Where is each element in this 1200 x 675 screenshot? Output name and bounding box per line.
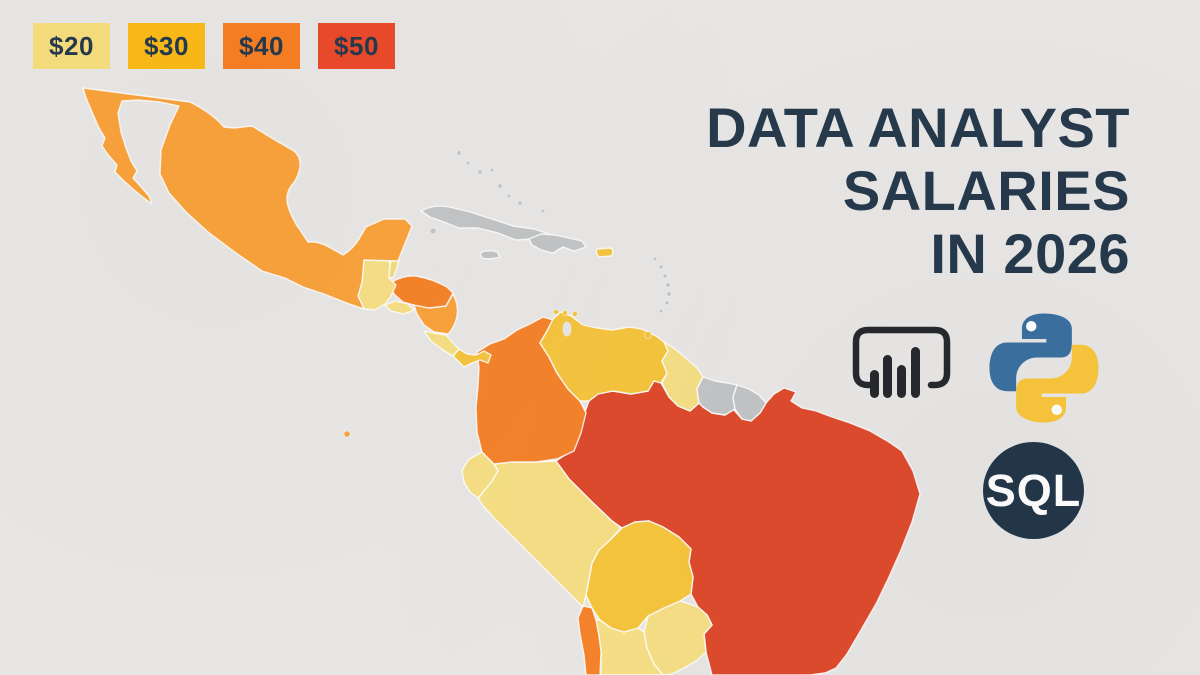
python-icon bbox=[989, 313, 1099, 423]
legend-label-50: $50 bbox=[334, 30, 379, 61]
country-cuba bbox=[420, 205, 559, 243]
lake-maracaibo bbox=[562, 321, 572, 337]
lesser-antilles-islands bbox=[652, 256, 672, 314]
island-puerto-rico bbox=[595, 247, 614, 258]
title-line-1: DATA ANALYST bbox=[706, 96, 1130, 159]
title-line-2: SALARIES bbox=[842, 159, 1130, 222]
legend-label-20: $20 bbox=[49, 30, 94, 61]
country-chile bbox=[577, 605, 602, 675]
country-paraguay bbox=[643, 600, 713, 675]
abc-islands bbox=[553, 309, 578, 317]
island-hispaniola bbox=[528, 233, 587, 254]
legend-swatch-50: $50 bbox=[318, 23, 395, 69]
legend-label-30: $30 bbox=[144, 30, 189, 61]
country-panama bbox=[452, 348, 492, 368]
legend-swatch-20: $20 bbox=[33, 23, 110, 69]
page-title: DATA ANALYST SALARIES IN 2026 bbox=[706, 96, 1130, 285]
country-french-guiana bbox=[732, 384, 767, 422]
legend-swatch-30: $30 bbox=[128, 23, 205, 69]
island-jamaica bbox=[479, 250, 501, 260]
python-eye-bottom bbox=[1051, 404, 1062, 415]
legend-label-40: $40 bbox=[239, 30, 284, 61]
country-nicaragua bbox=[413, 293, 459, 335]
power-bi-icon bbox=[852, 326, 951, 398]
country-honduras bbox=[388, 275, 454, 309]
country-costa-rica bbox=[423, 330, 460, 357]
country-guyana bbox=[661, 341, 704, 412]
sql-label: SQL bbox=[985, 464, 1082, 516]
country-colombia bbox=[475, 316, 587, 465]
island-galapagos bbox=[343, 430, 351, 438]
island-trinidad bbox=[644, 331, 652, 339]
country-mexico bbox=[82, 87, 413, 310]
salary-legend: $20 $30 $40 $50 bbox=[33, 23, 395, 69]
sql-badge: SQL bbox=[983, 442, 1084, 539]
country-suriname bbox=[696, 376, 738, 416]
country-ecuador bbox=[461, 451, 499, 499]
python-eye-top bbox=[1026, 321, 1037, 332]
title-line-3: IN 2026 bbox=[930, 222, 1130, 285]
bahamas-islands bbox=[456, 150, 546, 214]
isla-juventud bbox=[429, 227, 437, 235]
legend-swatch-40: $40 bbox=[223, 23, 300, 69]
country-el-salvador bbox=[384, 300, 415, 315]
country-venezuela bbox=[539, 311, 669, 402]
country-belize bbox=[388, 259, 400, 279]
